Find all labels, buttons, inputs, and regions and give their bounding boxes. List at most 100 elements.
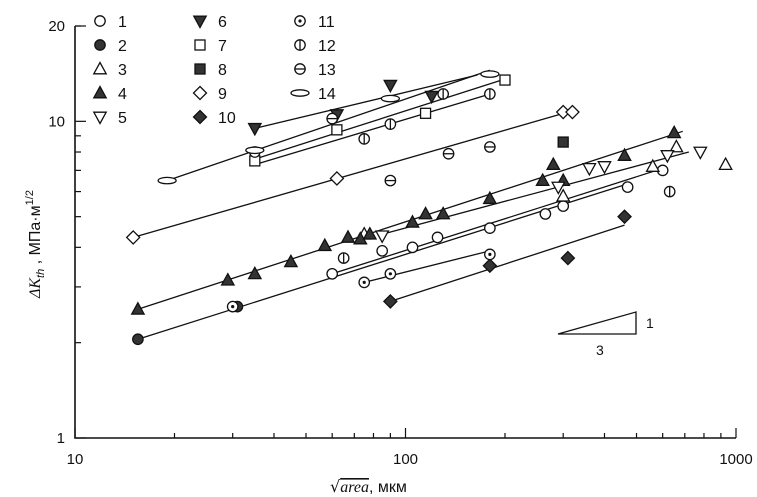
data-point xyxy=(582,162,597,177)
legend-item: 6 xyxy=(192,14,227,31)
y-tick-label: 10 xyxy=(48,113,65,130)
x-tick-label: 1000 xyxy=(719,451,752,468)
data-point xyxy=(545,156,561,171)
trend-line xyxy=(382,151,690,235)
legend-item: 13 xyxy=(294,62,336,79)
data-point xyxy=(660,150,675,164)
data-point xyxy=(326,112,339,125)
data-point xyxy=(326,267,339,280)
slope-triangle-shape xyxy=(557,311,637,335)
legend-marker xyxy=(192,109,208,125)
legend-label: 11 xyxy=(318,14,335,31)
trend-line xyxy=(254,74,478,130)
legend-item: 9 xyxy=(192,85,227,103)
data-point xyxy=(555,188,571,202)
data-point xyxy=(340,229,356,243)
data-point xyxy=(405,214,420,228)
y-axis-unit: , МПа·м xyxy=(27,205,44,268)
trend-line xyxy=(364,250,491,284)
trend-line xyxy=(166,69,491,182)
legend-item: 7 xyxy=(194,38,227,55)
legend-item: 5 xyxy=(92,110,127,127)
data-point xyxy=(617,209,632,225)
data-point xyxy=(718,156,733,171)
legend-marker xyxy=(92,61,108,75)
data-point xyxy=(617,147,632,161)
trend-line xyxy=(331,167,663,275)
data-point xyxy=(424,90,439,105)
legend-label: 1 xyxy=(118,14,127,31)
trend-lines xyxy=(133,69,690,340)
legend-marker xyxy=(94,15,106,27)
legend-label: 5 xyxy=(118,110,127,127)
x-tick-label: 100 xyxy=(393,451,418,468)
data-point xyxy=(406,241,419,254)
data-point xyxy=(132,333,144,346)
data-point xyxy=(384,174,397,187)
legend-label: 4 xyxy=(118,86,127,103)
legend-marker xyxy=(94,39,106,51)
legend-label: 12 xyxy=(318,38,336,55)
legend-item: 14 xyxy=(290,86,336,103)
data-point xyxy=(226,300,239,313)
x-axis-quantity: area xyxy=(340,479,369,496)
data-point xyxy=(337,252,350,264)
x-tick-label: 10 xyxy=(67,451,84,468)
legend-marker xyxy=(294,39,306,51)
legend-label: 14 xyxy=(318,86,336,103)
legend-label: 9 xyxy=(218,86,227,103)
axis-frame xyxy=(74,26,736,439)
data-point xyxy=(376,244,389,257)
data-point xyxy=(245,146,265,155)
data-point xyxy=(383,79,398,94)
y-axis-subscript: th xyxy=(35,269,47,278)
legend-label: 2 xyxy=(118,38,127,55)
legend-marker xyxy=(194,39,206,51)
legend-item: 12 xyxy=(294,38,336,55)
legend-marker xyxy=(92,85,108,99)
data-point xyxy=(380,94,401,103)
data-point xyxy=(551,181,566,195)
data-point xyxy=(431,231,444,244)
trend-line xyxy=(254,78,506,160)
x-axis-unit: , мкм xyxy=(369,479,407,496)
data-points xyxy=(125,70,733,346)
legend-label: 3 xyxy=(118,62,127,79)
y-ticks: 1 10 20 xyxy=(48,18,86,447)
data-point xyxy=(482,258,498,274)
data-point xyxy=(442,147,455,160)
data-point xyxy=(484,88,496,100)
y-axis-quantity: ΔK xyxy=(27,277,44,299)
data-point xyxy=(437,88,450,100)
data-point xyxy=(125,229,141,245)
data-point xyxy=(358,276,371,289)
data-point xyxy=(374,230,390,244)
legend-item: 1 xyxy=(94,14,127,31)
data-point xyxy=(419,107,432,119)
data-point xyxy=(331,124,343,136)
legend-label: 7 xyxy=(218,38,227,55)
data-point xyxy=(317,237,333,252)
data-point xyxy=(247,122,263,137)
legend-marker xyxy=(192,85,208,101)
data-point xyxy=(157,176,177,185)
trend-line xyxy=(137,184,625,340)
trend-line xyxy=(133,110,573,239)
x-ticks: 10 100 1000 xyxy=(67,428,753,468)
x-axis-sqrt-symbol: √ xyxy=(330,477,341,496)
data-point xyxy=(484,141,496,153)
legend-item: 3 xyxy=(92,61,127,79)
legend-marker xyxy=(294,63,306,75)
data-point xyxy=(645,158,661,172)
legend-label: 10 xyxy=(218,110,236,127)
x-axis-label: √area, мкм xyxy=(330,477,407,496)
legend-item: 2 xyxy=(94,38,127,55)
data-point xyxy=(666,124,682,139)
data-point xyxy=(220,272,236,286)
data-point xyxy=(283,253,299,268)
legend-marker xyxy=(194,63,206,75)
data-point xyxy=(362,226,378,240)
